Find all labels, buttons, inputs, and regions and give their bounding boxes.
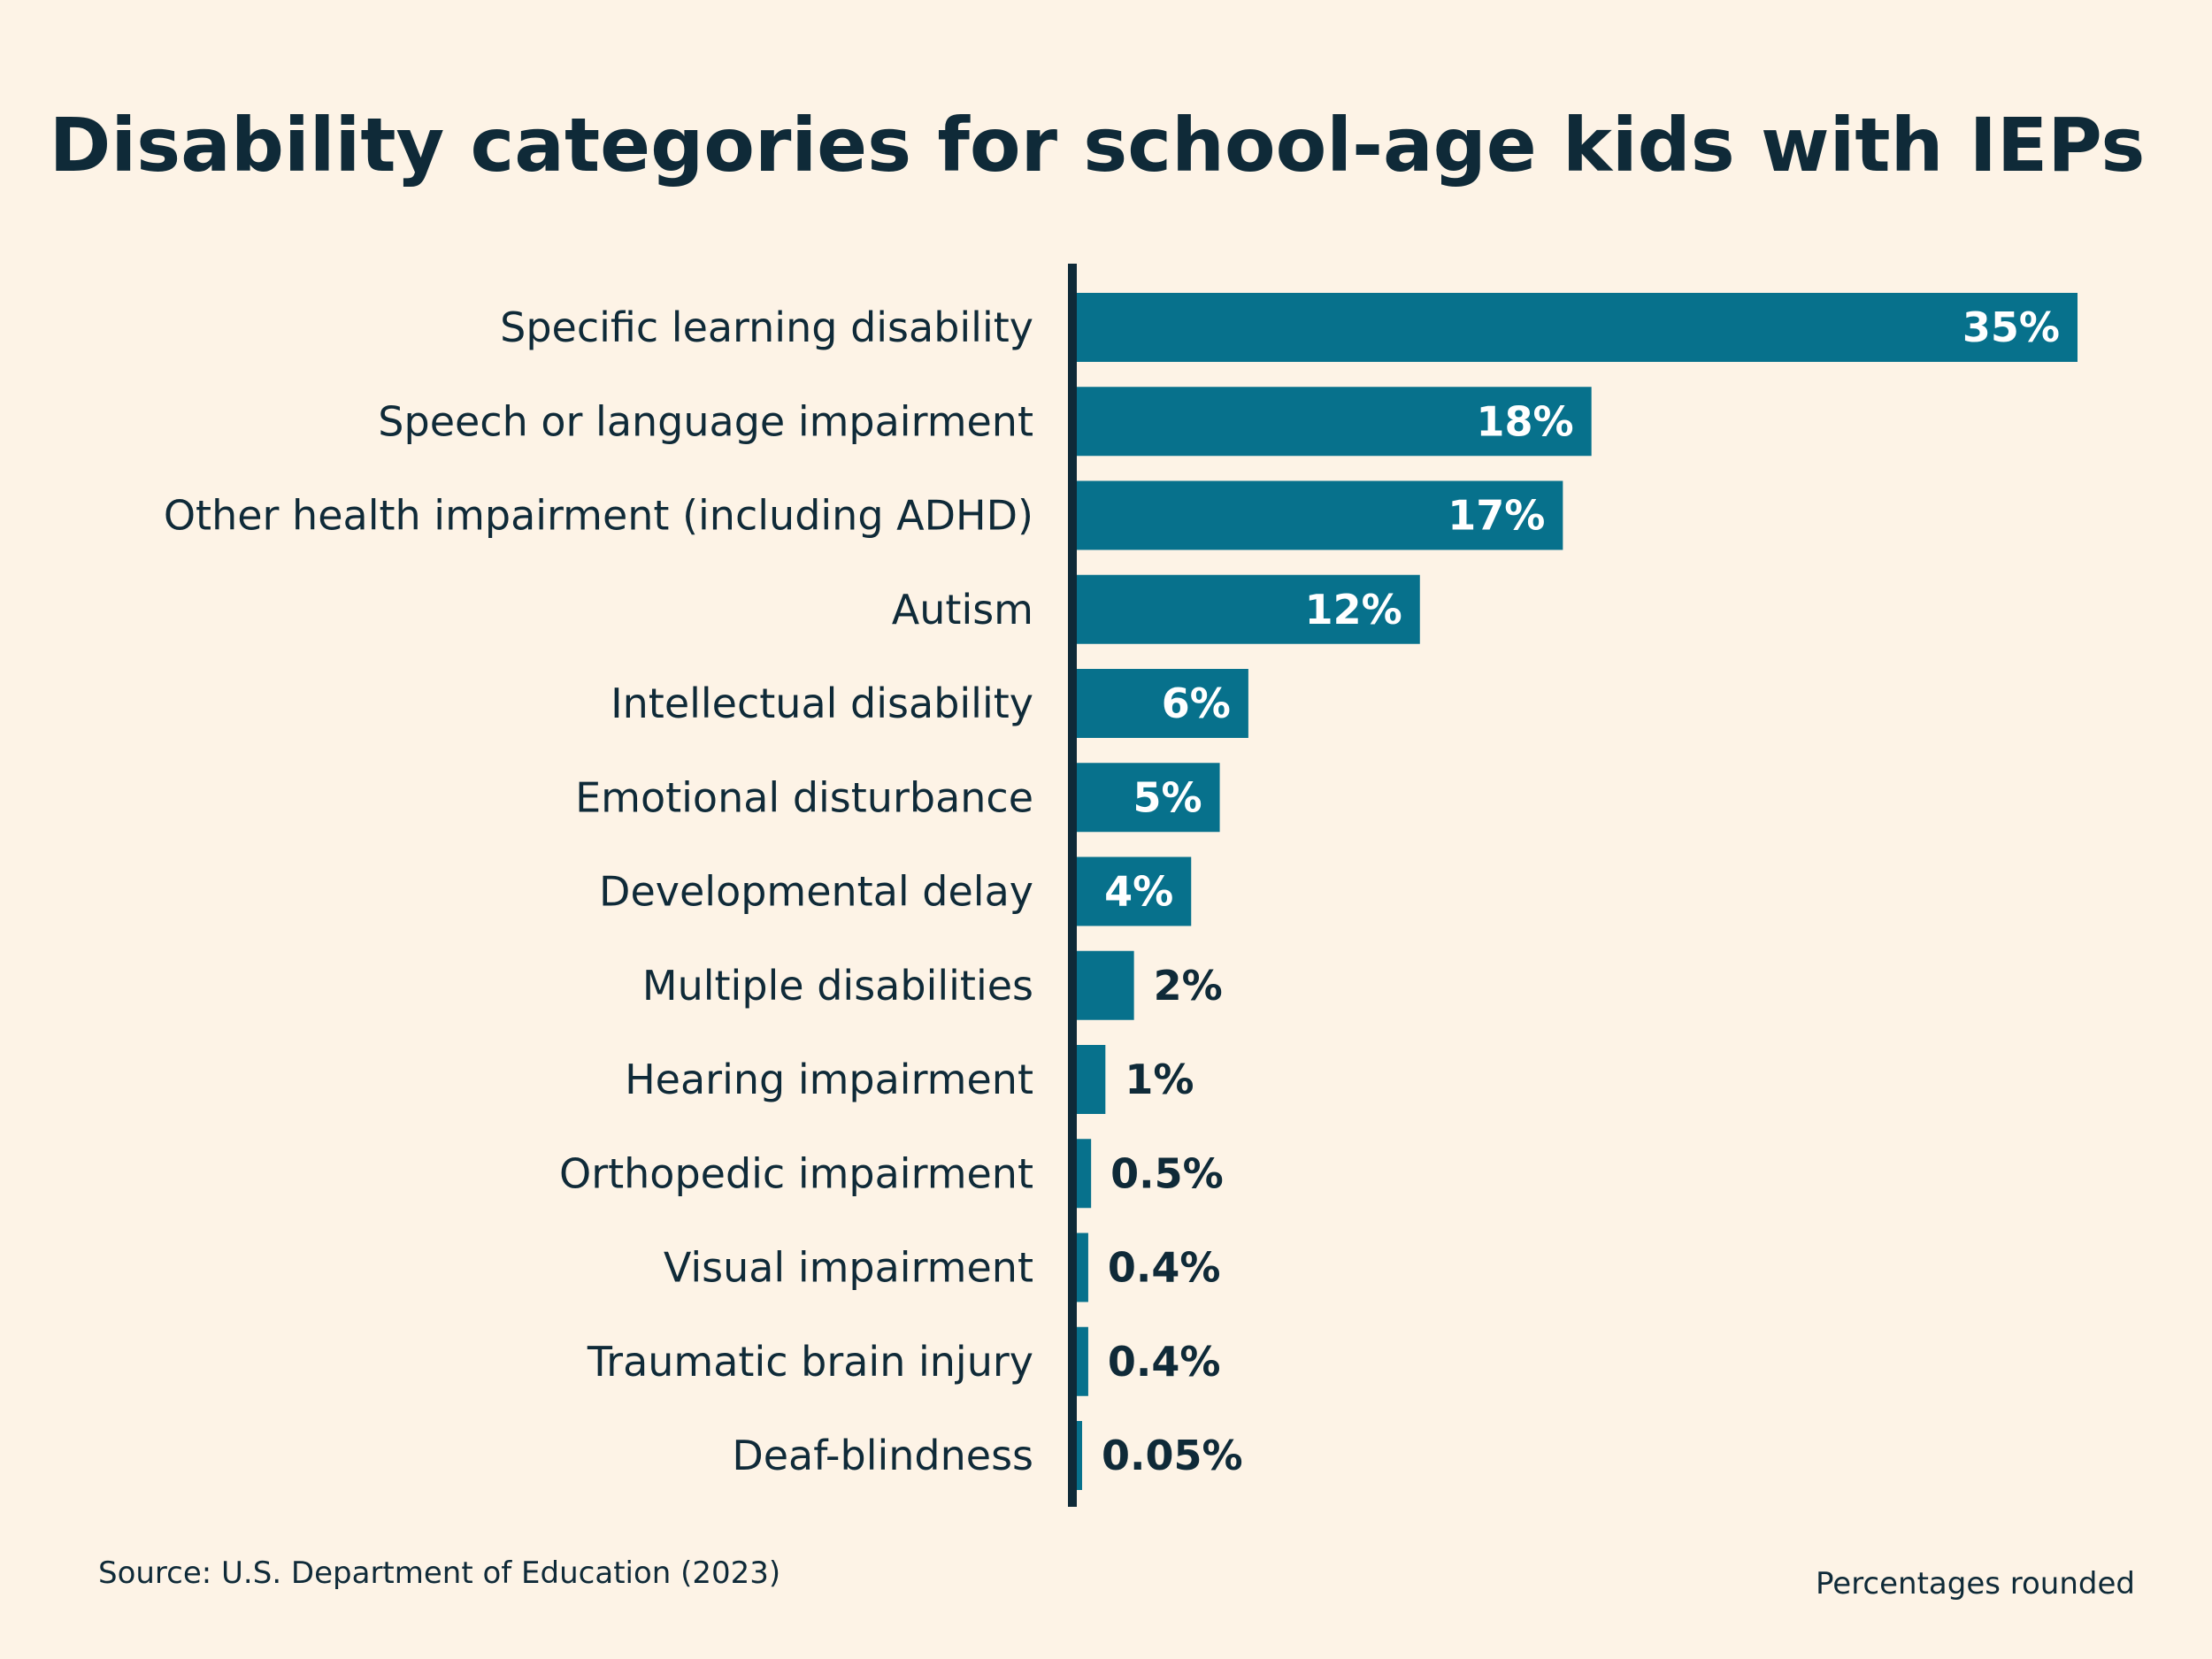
category-label-5: Emotional disturbance bbox=[575, 773, 1033, 821]
category-label-9: Orthopedic impairment bbox=[559, 1149, 1033, 1197]
bars-layer: Specific learning disability 35% Speech or… bbox=[164, 293, 2078, 1490]
category-label-7: Multiple disabilities bbox=[642, 962, 1033, 1010]
value-label-3: 12% bbox=[1305, 586, 1402, 634]
bar-1 bbox=[1077, 387, 1592, 457]
category-label-10: Visual impairment bbox=[664, 1244, 1033, 1292]
category-label-8: Hearing impairment bbox=[625, 1056, 1033, 1103]
chart-title: Disability categories for school-age kid… bbox=[50, 102, 2146, 188]
bar-3 bbox=[1077, 574, 1420, 644]
category-label-0: Specific learning disability bbox=[500, 303, 1033, 351]
bar-7 bbox=[1077, 950, 1134, 1020]
value-label-1: 18% bbox=[1477, 397, 1574, 445]
category-label-4: Intellectual disability bbox=[611, 680, 1033, 727]
category-label-2: Other health impairment (including ADHD) bbox=[164, 492, 1033, 540]
bar-4 bbox=[1077, 669, 1248, 738]
category-label-12: Deaf-blindness bbox=[732, 1432, 1033, 1479]
category-label-3: Autism bbox=[892, 586, 1033, 634]
value-label-12: 0.05% bbox=[1102, 1432, 1243, 1479]
bar-10 bbox=[1077, 1233, 1088, 1302]
value-label-4: 6% bbox=[1162, 680, 1231, 727]
bar-9 bbox=[1077, 1139, 1092, 1209]
value-label-11: 0.4% bbox=[1108, 1338, 1221, 1386]
bar-6 bbox=[1077, 856, 1192, 926]
category-label-1: Speech or language impairment bbox=[378, 397, 1033, 445]
value-label-2: 17% bbox=[1448, 492, 1545, 540]
value-label-0: 35% bbox=[1962, 303, 2060, 351]
bar-11 bbox=[1077, 1326, 1088, 1396]
value-label-5: 5% bbox=[1133, 773, 1202, 821]
value-label-7: 2% bbox=[1154, 962, 1223, 1010]
bar-8 bbox=[1077, 1045, 1106, 1114]
value-label-9: 0.5% bbox=[1110, 1149, 1224, 1197]
value-label-6: 4% bbox=[1104, 868, 1173, 916]
bar-0 bbox=[1077, 293, 2078, 362]
source-note: Source: U.S. Department of Education (20… bbox=[98, 1555, 780, 1591]
category-label-11: Traumatic brain injury bbox=[587, 1338, 1033, 1386]
bar-2 bbox=[1077, 480, 1563, 550]
rounding-note: Percentages rounded bbox=[1816, 1566, 2135, 1601]
value-label-10: 0.4% bbox=[1108, 1244, 1221, 1292]
category-label-6: Developmental delay bbox=[599, 868, 1033, 916]
value-label-8: 1% bbox=[1125, 1056, 1194, 1103]
bar-12 bbox=[1077, 1421, 1082, 1490]
bar-5 bbox=[1077, 763, 1220, 833]
